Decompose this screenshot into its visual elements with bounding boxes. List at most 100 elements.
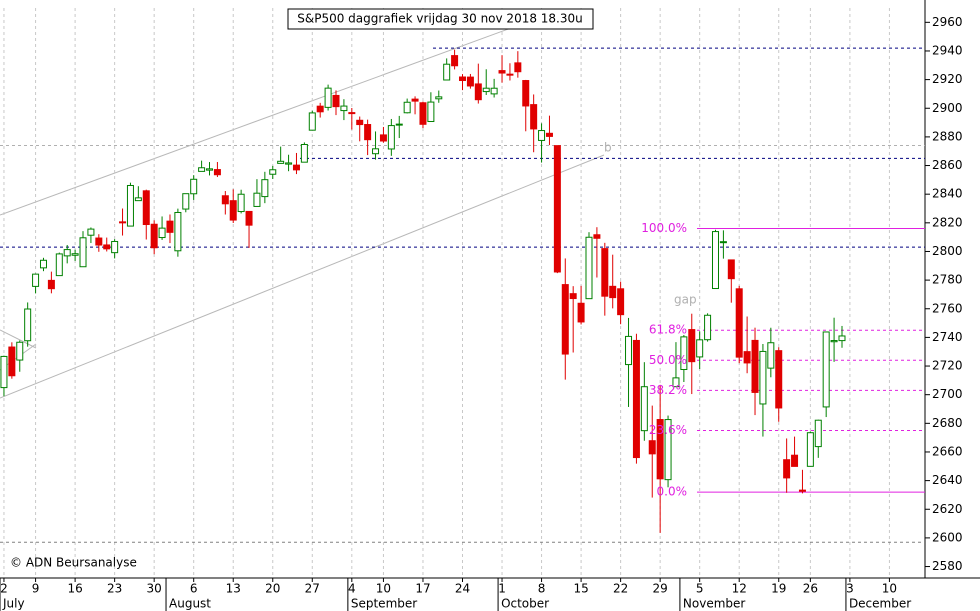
candle-body [822, 331, 830, 408]
x-tick-label: 27 [305, 582, 320, 596]
candle-body [79, 237, 87, 268]
candle-body [55, 253, 63, 277]
x-tick-label: 24 [455, 582, 470, 596]
month-label: September [351, 597, 417, 611]
candle-body [237, 193, 245, 213]
candle-body [411, 98, 419, 102]
fib-label: 23.6% [649, 423, 687, 437]
candle-body [277, 160, 285, 164]
y-tick-label: 2740 [932, 330, 963, 344]
candle-body [285, 162, 293, 165]
candle-body [190, 178, 198, 195]
candle-body [340, 105, 348, 112]
candle-body [466, 76, 474, 87]
candle-body [656, 419, 664, 480]
candle-body [95, 237, 103, 246]
candle-body [798, 489, 806, 492]
candle-body [166, 220, 174, 233]
candle-body [119, 221, 127, 224]
month-label: August [169, 597, 211, 611]
candle-body [530, 104, 538, 130]
fib-label: 38.2% [649, 383, 687, 397]
y-tick-label: 2820 [932, 215, 963, 229]
month-label: October [501, 597, 549, 611]
y-tick-label: 2760 [932, 301, 963, 315]
x-tick-label: 20 [265, 582, 280, 596]
candle-body [719, 241, 727, 244]
candle-body [640, 386, 648, 432]
candle-body [269, 169, 277, 175]
y-tick-label: 2780 [932, 273, 963, 287]
candle-body [617, 288, 625, 316]
candle-body [182, 193, 190, 210]
candle-body [474, 83, 482, 101]
candle-body [387, 125, 395, 150]
x-tick-label: 22 [613, 582, 628, 596]
candle-body [403, 101, 411, 114]
x-tick-label: 1 [498, 582, 506, 596]
candle-body [356, 119, 364, 126]
y-tick-label: 2640 [932, 473, 963, 487]
candle-body [8, 346, 16, 377]
candle-body [427, 101, 435, 123]
candle-body [16, 341, 24, 361]
candle-body [348, 112, 356, 115]
candle-body [577, 302, 585, 323]
candle-body [364, 124, 372, 141]
candle-body [150, 223, 158, 249]
fib-label: 100.0% [641, 221, 687, 235]
x-tick-label: 9 [32, 582, 40, 596]
candle-body [680, 336, 688, 371]
y-tick-label: 2960 [932, 15, 963, 29]
candle-body [688, 329, 696, 363]
candle-body [134, 197, 142, 202]
candle-body [783, 459, 791, 479]
x-tick-label: 5 [696, 582, 704, 596]
candle-body [111, 240, 119, 254]
candle-body [372, 148, 380, 155]
candle-body [332, 94, 340, 108]
y-tick-label: 2840 [932, 187, 963, 201]
x-tick-label: 26 [803, 582, 818, 596]
candle-body [39, 259, 47, 269]
chart-title: S&P500 daggrafiek vrijdag 30 nov 2018 18… [297, 12, 583, 26]
candle-body [775, 350, 783, 409]
candle-body [198, 167, 206, 172]
y-tick-label: 2580 [932, 559, 963, 573]
x-tick-label: 29 [653, 582, 668, 596]
x-tick-label: 19 [771, 582, 786, 596]
candle-body [24, 308, 32, 342]
candle-body [221, 195, 229, 205]
candle-body [206, 168, 214, 171]
candle-body [451, 55, 459, 67]
candle-body [0, 355, 8, 389]
month-label: July [2, 597, 25, 611]
candle-body [632, 339, 640, 459]
candle-body [648, 440, 656, 455]
candle-body [292, 164, 300, 171]
candle-body [261, 179, 269, 198]
y-tick-label: 2860 [932, 158, 963, 172]
candle-body [435, 96, 443, 100]
candle-body [158, 227, 166, 239]
annotation: b [604, 141, 612, 155]
candle-body [553, 145, 561, 273]
x-tick-label: 8 [538, 582, 546, 596]
y-tick-label: 2940 [932, 43, 963, 57]
candle-body [443, 63, 451, 81]
x-tick-label: 12 [732, 582, 747, 596]
y-tick-label: 2700 [932, 387, 963, 401]
candle-body [71, 253, 79, 256]
candle-body [593, 234, 601, 239]
x-tick-label: 10 [882, 582, 897, 596]
candle-body [300, 143, 308, 163]
candle-body [32, 273, 40, 287]
month-label: December [849, 597, 911, 611]
title-box [287, 8, 594, 30]
candle-body [47, 279, 55, 290]
fib-label: 61.8% [649, 323, 687, 337]
x-tick-label: 15 [573, 582, 588, 596]
candle-body [735, 288, 743, 358]
x-tick-label: 30 [147, 582, 162, 596]
candle-body [625, 335, 633, 366]
